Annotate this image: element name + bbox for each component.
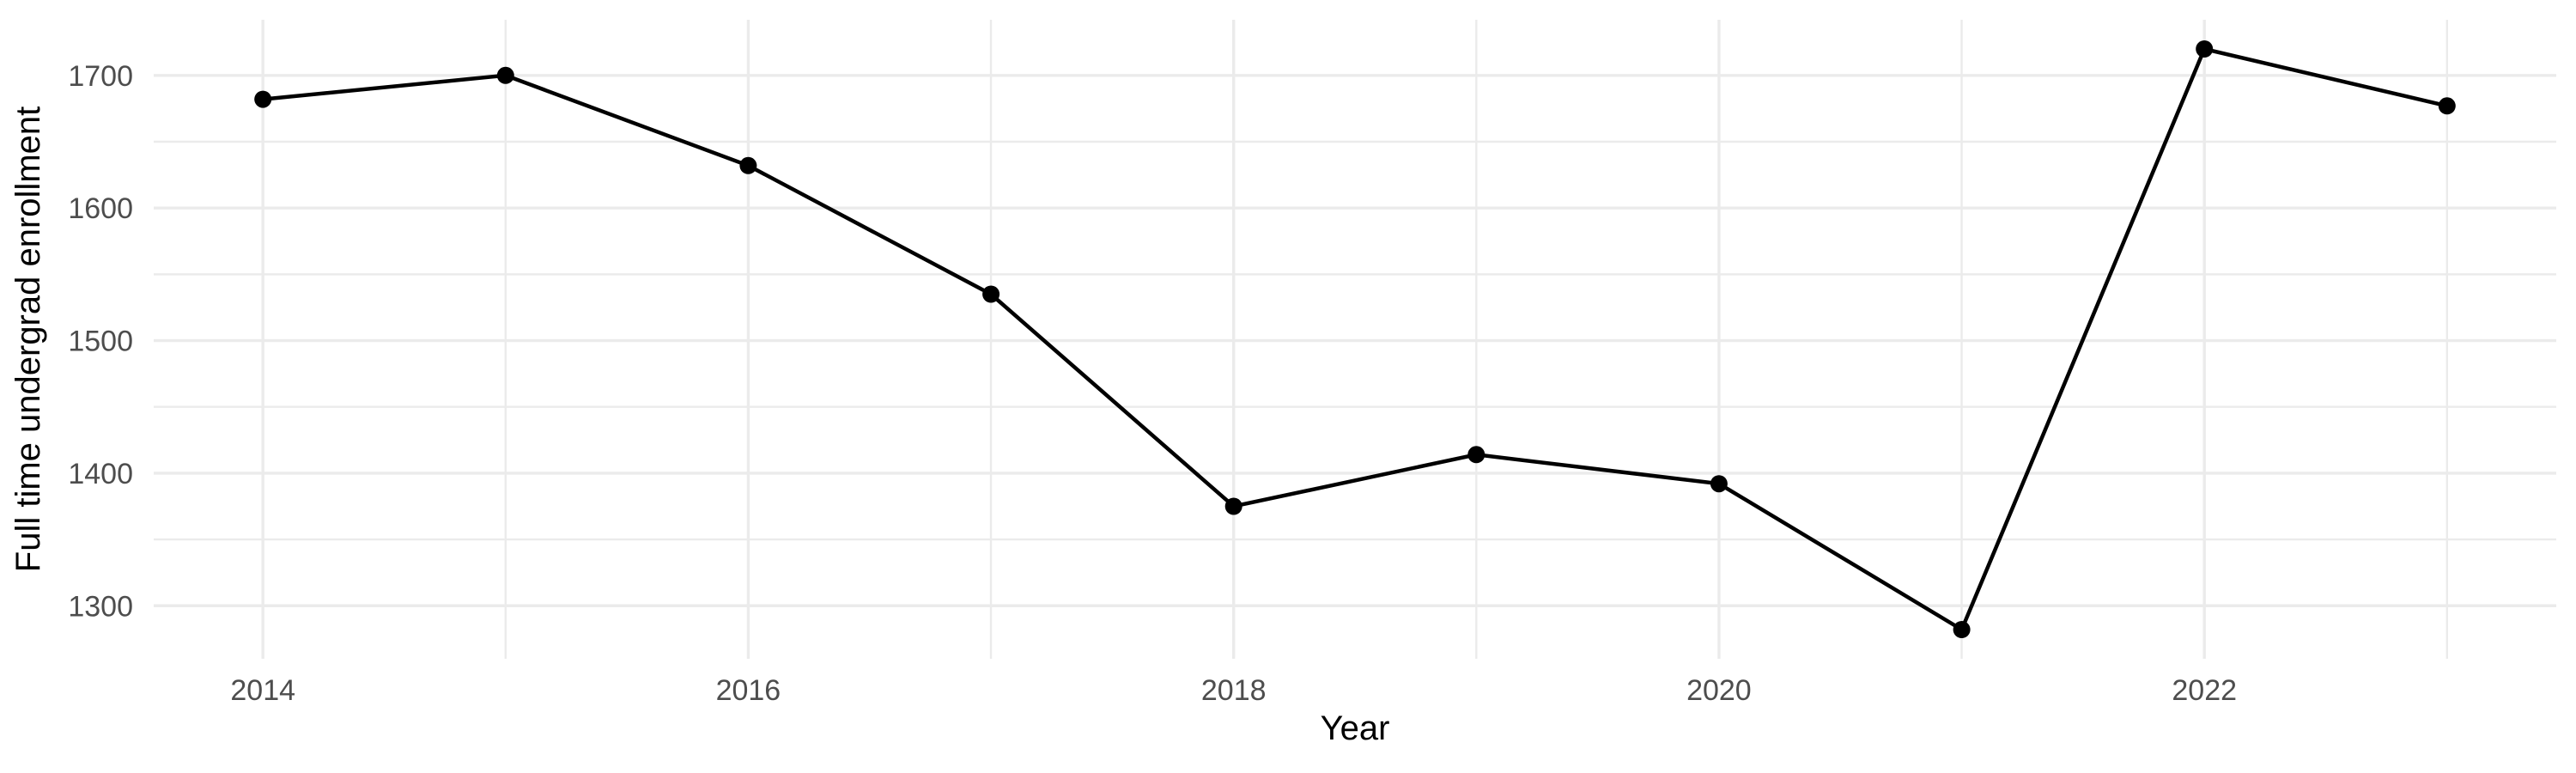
x-tick-label: 2018: [1201, 674, 1267, 707]
x-axis-title: Year: [1321, 709, 1390, 747]
data-point-2018: [1224, 497, 1242, 515]
series-layer: [262, 46, 2448, 633]
data-point-2023: [2438, 97, 2456, 115]
x-tick-label: 2020: [1686, 674, 1752, 707]
data-point-2017: [982, 285, 1000, 303]
x-tick-label: 2014: [230, 674, 295, 707]
data-points-layer: [254, 40, 2456, 638]
y-tick-label: 1300: [68, 590, 133, 623]
y-tick-label: 1500: [68, 326, 133, 358]
major-gridlines: [154, 20, 2556, 659]
x-tick-label: 2016: [716, 674, 781, 707]
data-point-2020: [1710, 475, 1728, 493]
y-axis-title: Full time undergrad enrollment: [9, 107, 47, 572]
y-tick-label: 1400: [68, 458, 133, 490]
x-tick-label: 2022: [2172, 674, 2237, 707]
data-point-2016: [739, 156, 757, 174]
series-line: [262, 46, 2448, 633]
data-point-2019: [1467, 446, 1485, 464]
data-point-2022: [2196, 40, 2214, 58]
data-point-2015: [496, 66, 514, 84]
data-point-2014: [254, 90, 272, 108]
axis-labels-layer: 1300 1400 1500 1600 1700 2014 2016 2018 2020 2022…: [9, 60, 2237, 747]
y-tick-label: 1700: [68, 60, 133, 93]
y-tick-label: 1600: [68, 192, 133, 225]
data-point-2021: [1953, 621, 1971, 638]
